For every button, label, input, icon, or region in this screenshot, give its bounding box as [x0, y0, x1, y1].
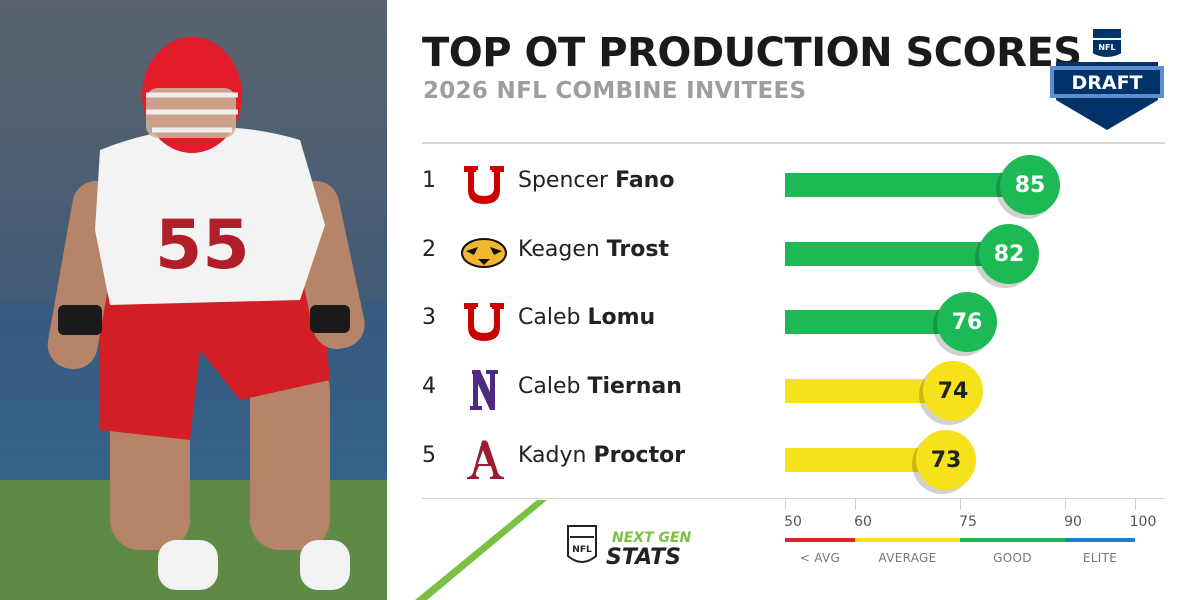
player-last-name: Lomu	[587, 305, 656, 330]
player-first-name: Spencer	[518, 168, 616, 193]
player-name: Keagen Trost	[518, 237, 669, 262]
player-rank: 3	[422, 305, 436, 330]
player-rank: 2	[422, 237, 436, 262]
player-last-name: Tiernan	[587, 374, 682, 399]
svg-text:NFL: NFL	[1098, 43, 1115, 52]
scale-band-segment	[960, 538, 1065, 542]
scale-tick-mark	[1135, 498, 1136, 510]
player-last-name: Fano	[615, 168, 675, 193]
score-badge: 85	[1000, 155, 1060, 215]
player-name: Caleb Lomu	[518, 305, 655, 330]
player-name: Kadyn Proctor	[518, 443, 685, 468]
scale-band-segment	[785, 538, 855, 542]
player-first-name: Caleb	[518, 374, 588, 399]
scale-tick-label: 50	[784, 514, 802, 530]
player-first-name: Keagen	[518, 237, 607, 262]
svg-text:STATS: STATS	[606, 545, 681, 570]
svg-text:DRAFT: DRAFT	[1071, 72, 1142, 94]
green-slash-decoration	[415, 500, 547, 600]
player-first-name: Kadyn	[518, 443, 594, 468]
scale-tick-mark	[855, 498, 856, 510]
nfl-draft-shield-icon: DRAFT NFL	[1050, 27, 1164, 130]
northwestern-n-icon	[460, 366, 508, 414]
player-last-name: Trost	[606, 237, 669, 262]
score-badge: 73	[916, 430, 976, 490]
player-first-name: Caleb	[518, 305, 588, 330]
scale-tick-mark	[785, 498, 786, 510]
svg-text:NFL: NFL	[572, 545, 592, 555]
player-row: 5 Kadyn Proctor 73	[422, 429, 1182, 490]
player-rank: 1	[422, 168, 436, 193]
scale-tick-mark	[1065, 498, 1066, 510]
player-photo: 55	[0, 0, 387, 600]
score-bar	[785, 310, 967, 334]
scale-band-segment	[1065, 538, 1135, 542]
next-gen-stats-logo: NFL NEXT GEN STATS	[567, 525, 692, 570]
scale-band-label: AVERAGE	[878, 551, 937, 565]
scale-tick-label: 90	[1064, 514, 1082, 530]
player-name: Caleb Tiernan	[518, 374, 682, 399]
header-divider	[422, 142, 1165, 144]
chart-title: TOP OT PRODUCTION SCORES	[422, 30, 1082, 76]
player-row: 2 Keagen Trost 82	[422, 223, 1182, 284]
scale-band-segment	[855, 538, 960, 542]
svg-text:NEXT GEN: NEXT GEN	[612, 530, 692, 546]
score-badge: 74	[923, 361, 983, 421]
svg-text:55: 55	[155, 206, 250, 285]
scale-tick-label: 75	[959, 514, 977, 530]
score-badge: 76	[937, 292, 997, 352]
utah-u-icon	[460, 160, 508, 208]
score-badge: 82	[979, 224, 1039, 284]
player-row: 1 Spencer Fano 85	[422, 154, 1182, 215]
scale-tick-label: 100	[1129, 514, 1157, 530]
score-bar	[785, 173, 1030, 197]
player-row: 4 Caleb Tiernan 74	[422, 360, 1182, 421]
scale-band-label: < AVG	[799, 551, 841, 565]
scale-band-label: ELITE	[1082, 551, 1118, 565]
score-bar	[785, 242, 1009, 266]
scale-band-label: GOOD	[993, 551, 1032, 565]
missouri-tiger-icon	[460, 229, 508, 277]
scale-tick-label: 60	[854, 514, 872, 530]
chart-subtitle: 2026 NFL COMBINE INVITEES	[423, 78, 807, 104]
scale-tick-mark	[960, 498, 961, 510]
scale-baseline	[422, 498, 1165, 499]
player-name: Spencer Fano	[518, 168, 674, 193]
player-rank: 5	[422, 443, 436, 468]
player-last-name: Proctor	[593, 443, 686, 468]
player-row: 3 Caleb Lomu 76	[422, 291, 1182, 352]
alabama-a-icon	[460, 435, 508, 483]
utah-u-icon	[460, 297, 508, 345]
player-rank: 4	[422, 374, 436, 399]
